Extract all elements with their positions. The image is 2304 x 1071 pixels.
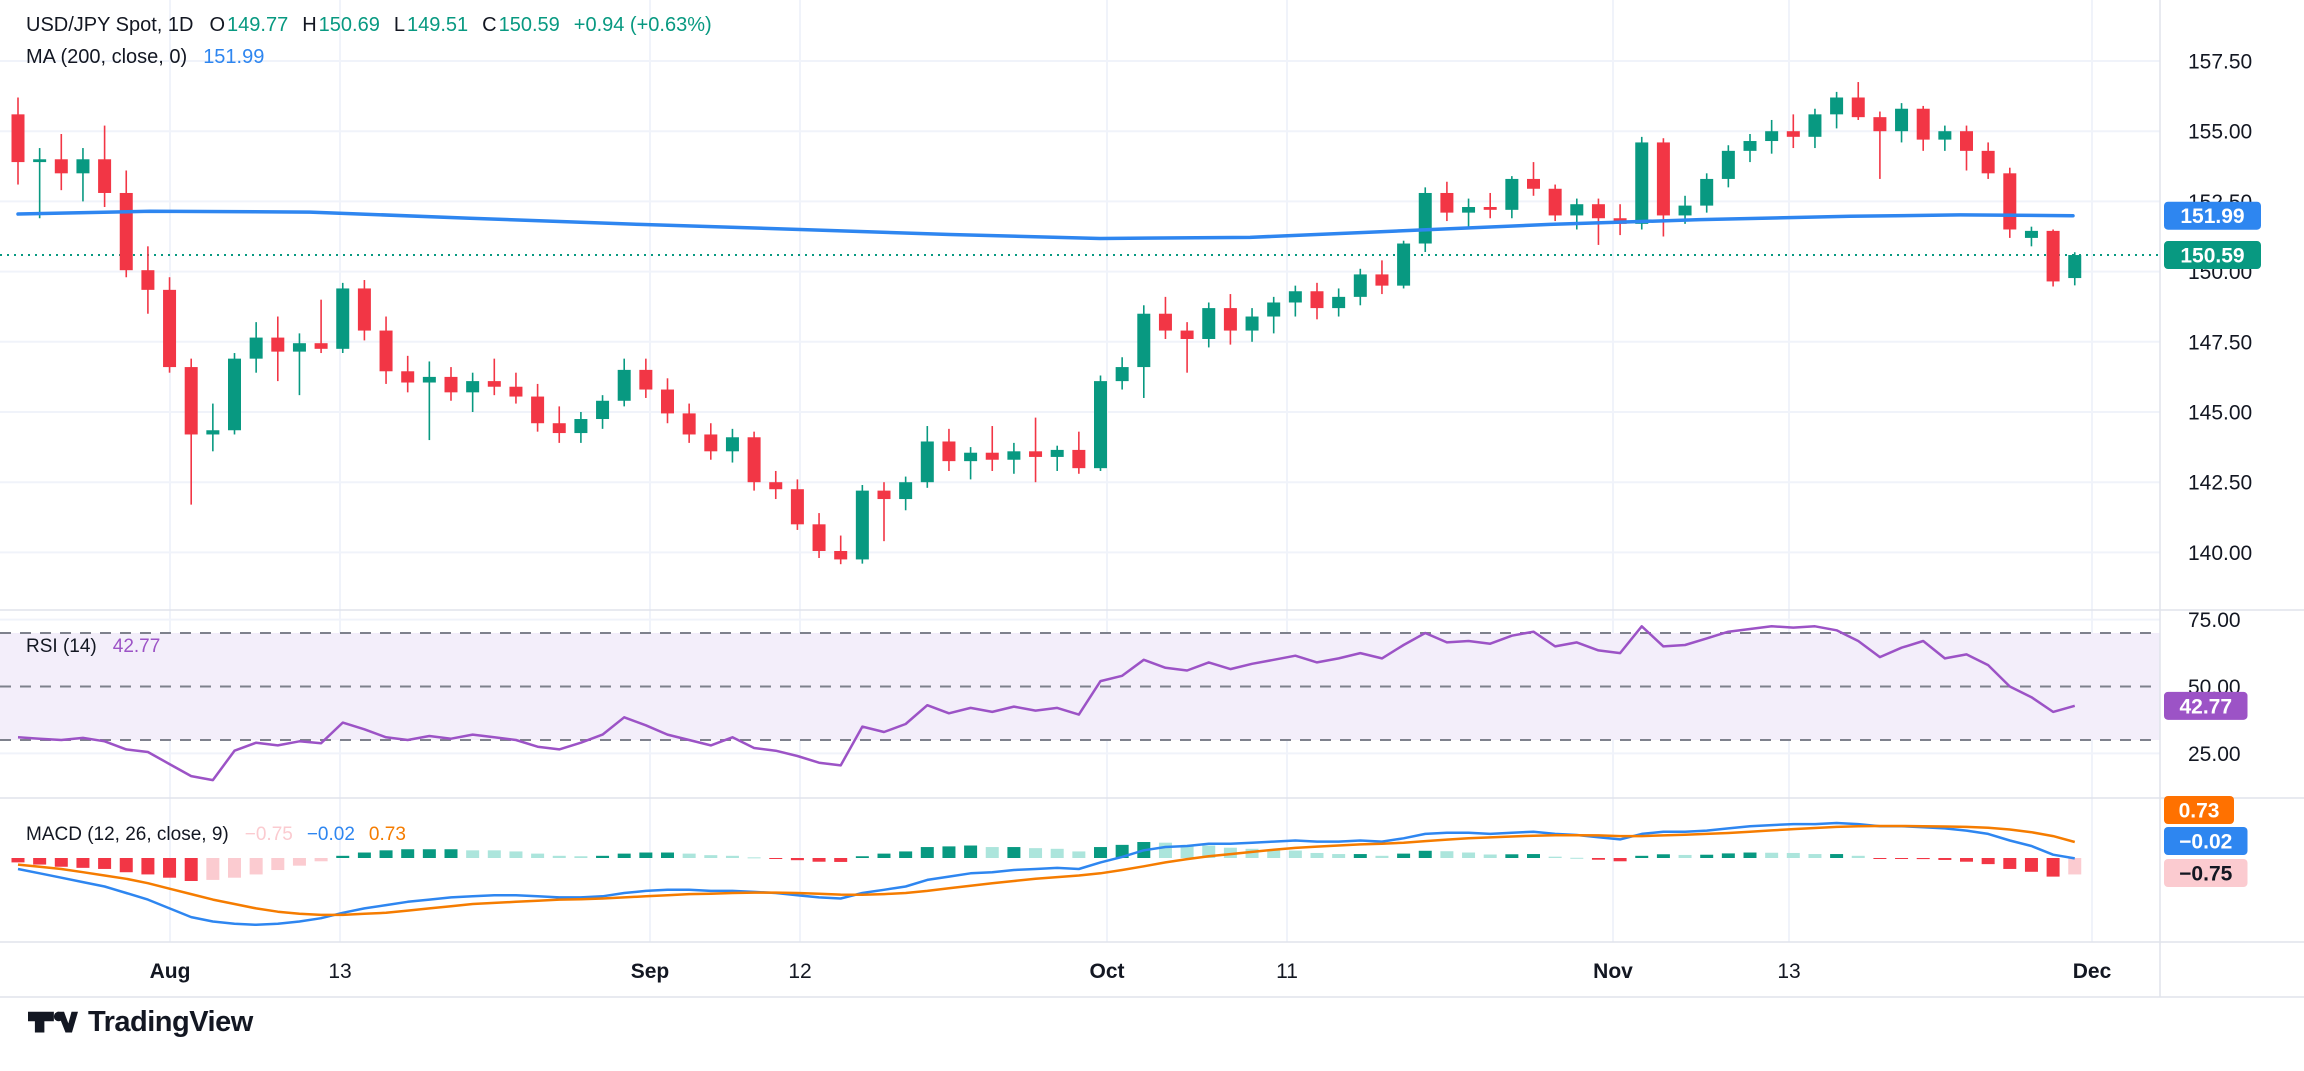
tradingview-logo-icon xyxy=(28,1011,78,1032)
ma-value: 151.99 xyxy=(203,46,265,68)
change-value: +0.94 (+0.63%) xyxy=(573,14,712,36)
macd-hist-value: −0.75 xyxy=(244,824,293,845)
high-label: H xyxy=(302,14,317,36)
close-label: C xyxy=(482,14,497,36)
rsi-pane[interactable] xyxy=(17,625,2076,782)
svg-text:13: 13 xyxy=(328,960,351,983)
svg-text:−0.02: −0.02 xyxy=(2179,831,2232,854)
ma200-line[interactable] xyxy=(16,209,2075,241)
svg-text:−0.75: −0.75 xyxy=(2179,863,2232,886)
open-value: 149.77 xyxy=(227,14,289,36)
svg-text:25.00: 25.00 xyxy=(2188,743,2241,766)
svg-text:11: 11 xyxy=(1276,960,1298,983)
svg-text:12: 12 xyxy=(788,960,811,983)
ma-legend[interactable]: MA (200, close, 0) 151.99 xyxy=(26,46,264,69)
rsi-title[interactable]: RSI (14) xyxy=(26,636,97,657)
svg-text:151.99: 151.99 xyxy=(2180,205,2244,228)
svg-text:42.77: 42.77 xyxy=(2179,695,2232,718)
symbol-title[interactable]: USD/JPY Spot, 1D xyxy=(26,14,194,36)
macd-legend[interactable]: MACD (12, 26, close, 9) −0.75 −0.02 0.73 xyxy=(26,824,420,846)
macd-pane[interactable] xyxy=(11,821,2082,927)
symbol-legend[interactable]: USD/JPY Spot, 1D O 149.77 H 150.69 L 149.51 C 15… xyxy=(26,14,712,37)
ma-title[interactable]: MA (200, close, 0) xyxy=(26,46,188,68)
price-axis[interactable]: 157.50155.00152.50150.00147.50145.00142.… xyxy=(2188,51,2252,766)
svg-text:Oct: Oct xyxy=(1089,960,1124,983)
rsi-value: 42.77 xyxy=(112,636,161,657)
rsi-legend[interactable]: RSI (14) 42.77 xyxy=(26,636,160,658)
low-value: 149.51 xyxy=(406,14,469,36)
svg-text:147.50: 147.50 xyxy=(2188,331,2252,354)
svg-text:13: 13 xyxy=(1777,960,1800,983)
svg-text:145.00: 145.00 xyxy=(2188,402,2252,425)
high-value: 150.69 xyxy=(318,14,380,36)
svg-text:0.73: 0.73 xyxy=(2179,800,2220,823)
svg-text:Aug: Aug xyxy=(150,960,191,983)
low-label: L xyxy=(393,14,405,36)
svg-text:75.00: 75.00 xyxy=(2188,609,2241,632)
macd-title[interactable]: MACD (12, 26, close, 9) xyxy=(26,824,229,845)
svg-text:142.50: 142.50 xyxy=(2188,472,2252,495)
time-axis[interactable]: Aug 13 Sep 12 Oct 11 Nov 13 Dec xyxy=(150,960,2112,983)
svg-text:Dec: Dec xyxy=(2073,960,2112,983)
gridlines xyxy=(0,0,2160,942)
svg-text:Nov: Nov xyxy=(1593,960,1633,983)
pane-separators xyxy=(0,0,2304,998)
macd-line-value: −0.02 xyxy=(306,824,355,845)
tradingview-logo[interactable]: TradingView xyxy=(28,1006,253,1039)
open-label: O xyxy=(209,14,226,36)
axis-value-badges: 151.99 150.59 42.77 0.73 −0.02 −0.75 xyxy=(2164,201,2261,887)
svg-text:140.00: 140.00 xyxy=(2188,542,2252,565)
svg-text:Sep: Sep xyxy=(631,960,670,983)
close-value: 150.59 xyxy=(498,14,560,36)
svg-text:150.59: 150.59 xyxy=(2180,245,2244,268)
macd-signal-value: 0.73 xyxy=(368,824,406,845)
candlestick-pane[interactable] xyxy=(11,82,2082,565)
svg-text:155.00: 155.00 xyxy=(2188,121,2252,144)
rsi-band xyxy=(0,632,2160,741)
tradingview-logo-text: TradingView xyxy=(88,1006,253,1038)
svg-text:157.50: 157.50 xyxy=(2188,51,2252,74)
